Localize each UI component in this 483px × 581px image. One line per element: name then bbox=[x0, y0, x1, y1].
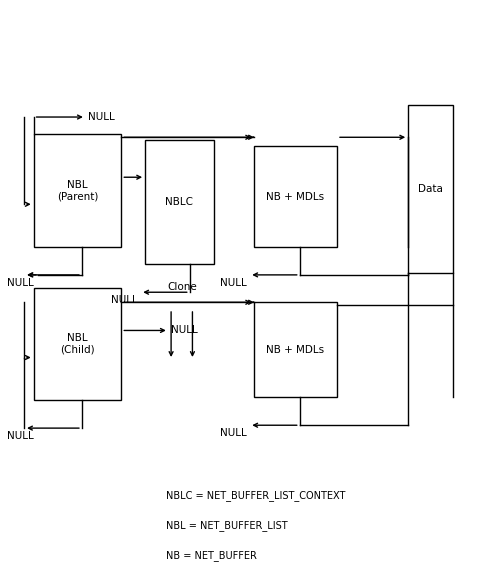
Bar bbox=[254, 302, 337, 397]
Text: NULL: NULL bbox=[88, 112, 115, 122]
Text: NB = NET_BUFFER: NB = NET_BUFFER bbox=[166, 550, 257, 561]
Text: NULL: NULL bbox=[220, 428, 247, 438]
Text: NBL
(Child): NBL (Child) bbox=[60, 333, 95, 355]
Text: NB + MDLs: NB + MDLs bbox=[267, 345, 325, 355]
Bar bbox=[408, 106, 453, 273]
Bar bbox=[145, 140, 214, 264]
Bar bbox=[34, 288, 121, 400]
Text: NULL: NULL bbox=[7, 431, 34, 441]
Text: Data: Data bbox=[418, 184, 443, 194]
Text: NULL: NULL bbox=[171, 325, 198, 335]
Text: NULL: NULL bbox=[7, 278, 34, 288]
Text: NBL = NET_BUFFER_LIST: NBL = NET_BUFFER_LIST bbox=[166, 520, 288, 531]
Text: NBLC = NET_BUFFER_LIST_CONTEXT: NBLC = NET_BUFFER_LIST_CONTEXT bbox=[166, 490, 346, 501]
Bar bbox=[254, 146, 337, 247]
Text: NBLC: NBLC bbox=[165, 198, 193, 207]
Text: NULL: NULL bbox=[111, 295, 138, 305]
Text: Clone: Clone bbox=[167, 282, 197, 292]
Bar bbox=[34, 134, 121, 247]
Text: NB + MDLs: NB + MDLs bbox=[267, 192, 325, 202]
Text: NBL
(Parent): NBL (Parent) bbox=[57, 180, 98, 202]
Text: NULL: NULL bbox=[220, 278, 247, 288]
